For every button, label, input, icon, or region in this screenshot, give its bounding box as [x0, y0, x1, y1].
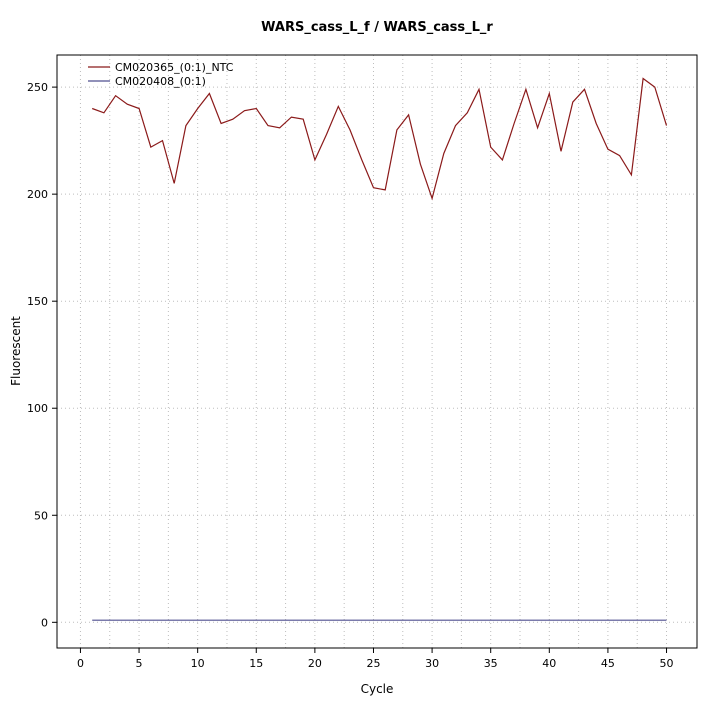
x-axis-label: Cycle — [360, 682, 394, 696]
legend-label-0: CM020365_(0:1)_NTC — [115, 61, 234, 74]
legend-label-1: CM020408_(0:1) — [115, 75, 206, 88]
x-tick-label: 25 — [366, 657, 380, 670]
y-tick-label: 50 — [34, 509, 48, 522]
y-tick-label: 250 — [27, 81, 48, 94]
x-tick-label: 15 — [249, 657, 263, 670]
chart-title: WARS_cass_L_f / WARS_cass_L_r — [261, 20, 493, 35]
x-tick-label: 20 — [308, 657, 322, 670]
series-line-0 — [91, 77, 668, 201]
x-tick-label: 0 — [77, 657, 84, 670]
y-tick-label: 150 — [27, 295, 48, 308]
x-tick-label: 10 — [191, 657, 205, 670]
x-tick-label: 45 — [601, 657, 615, 670]
y-tick-label: 0 — [41, 616, 48, 629]
x-tick-label: 35 — [484, 657, 498, 670]
x-tick-label: 50 — [660, 657, 674, 670]
x-tick-label: 40 — [542, 657, 556, 670]
plot-border — [56, 54, 698, 649]
y-tick-label: 200 — [27, 188, 48, 201]
x-tick-label: 5 — [136, 657, 143, 670]
x-tick-label: 30 — [425, 657, 439, 670]
y-tick-label: 100 — [27, 402, 48, 415]
